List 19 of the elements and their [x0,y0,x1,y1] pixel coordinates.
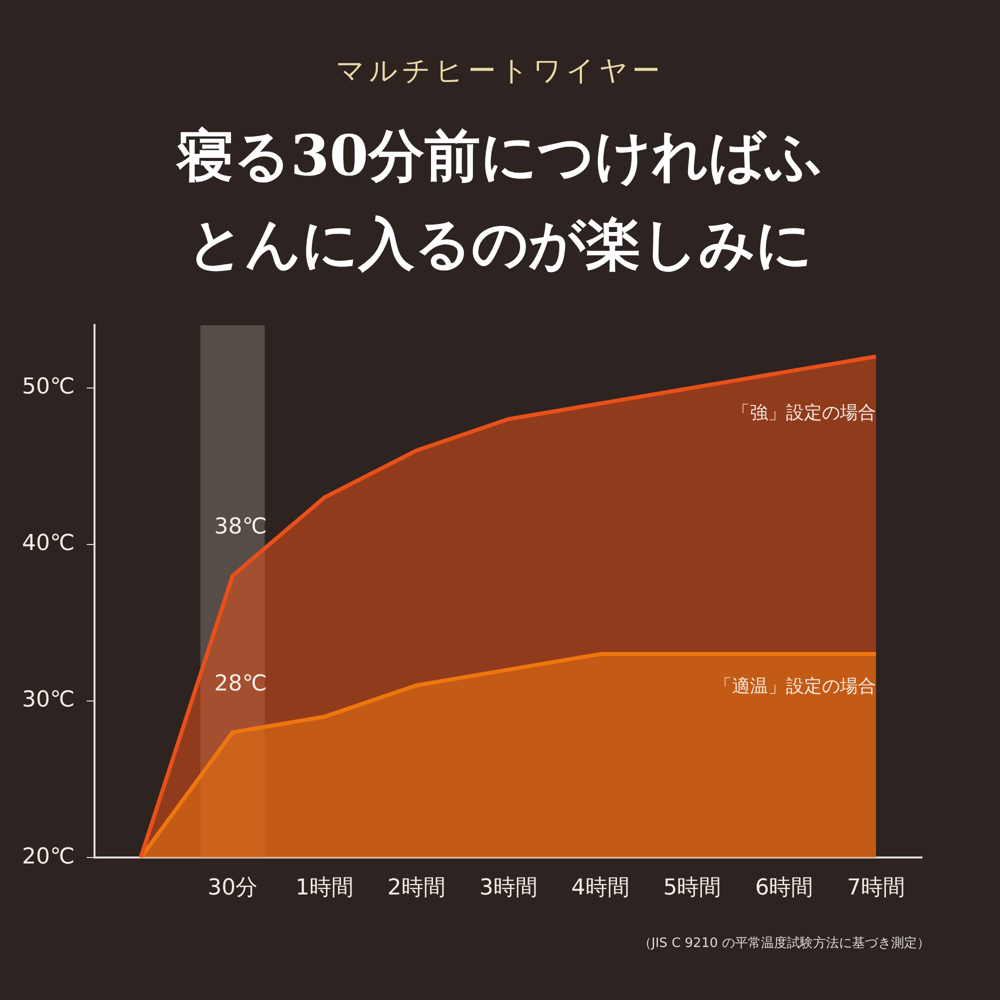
y-tick-label: 30℃ [22,688,75,713]
text: （JIS C 9210 の平常温度試験方法に基づき測定） [638,935,930,952]
chart-title: 寝る30分前につければふとんに入るのが楽しみに [175,122,824,279]
x-tick-label: 7時間 [847,876,906,901]
x-tick-label: 5時間 [663,876,722,901]
x-tick-label: 3時間 [479,876,538,901]
x-tick-label: 4時間 [571,876,630,901]
y-tick-label: 20℃ [22,844,75,870]
chart-subtitle: マルチヒートワイヤー [335,53,665,89]
annotation: 28℃ [214,671,267,696]
x-tick-label: 6時間 [755,876,814,901]
y-tick-label: 40℃ [22,531,75,556]
x-tick-label: 1時間 [296,876,354,901]
annotation: 38℃ [214,514,267,540]
y-tick-label: 50℃ [22,374,75,400]
series-label: 「適温」設定の場合 [714,676,876,698]
x-tick-label: 2時間 [387,876,446,901]
x-tick-label: 30分 [208,876,258,901]
series-label: 「強」設定の場合 [732,402,876,424]
